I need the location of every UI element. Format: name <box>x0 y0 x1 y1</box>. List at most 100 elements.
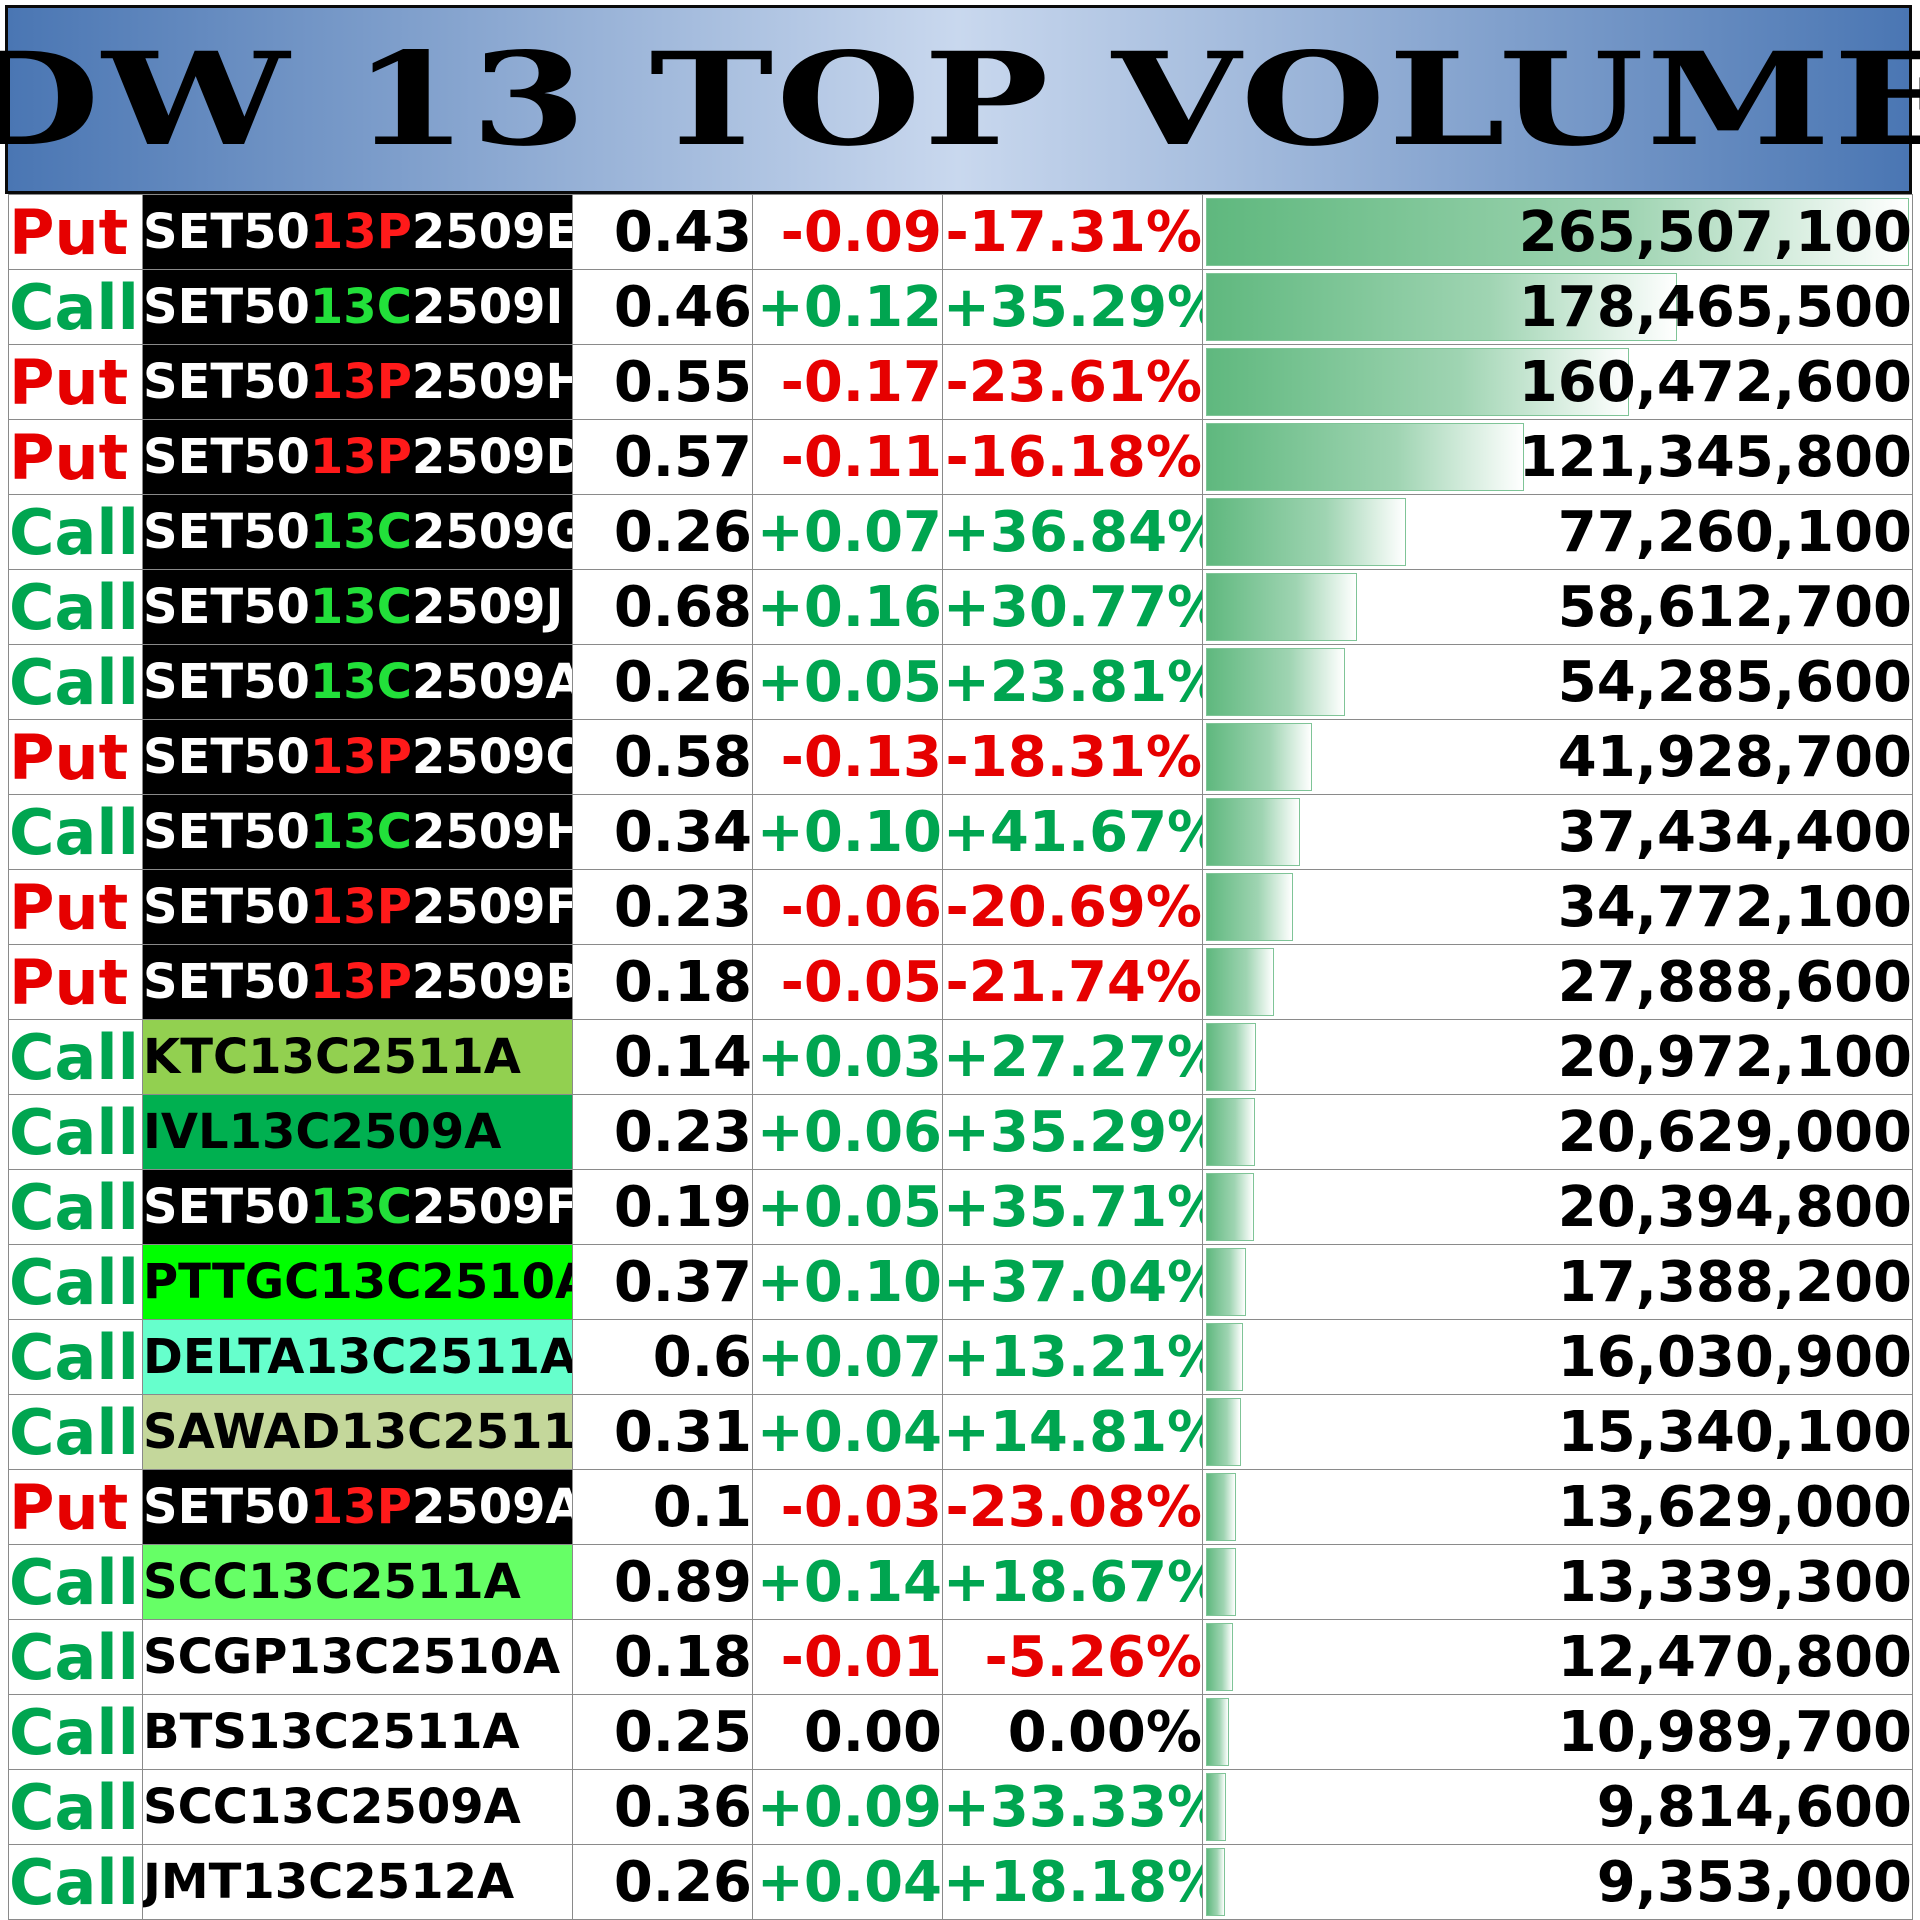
symbol-prefix: SET50 <box>143 1179 310 1235</box>
symbol-suffix: 2509J <box>411 579 564 635</box>
symbol-cell: SET5013P2509H <box>142 344 573 420</box>
symbol-cell: DELTA13C2511A <box>142 1319 573 1395</box>
volume-cell: 34,772,100 <box>1202 869 1913 945</box>
symbol-series: 13C <box>309 279 412 335</box>
symbol-cell: SCGP13C2510A <box>142 1619 573 1695</box>
symbol-series: 13P <box>309 954 412 1010</box>
table-row: Call BTS13C2511A 0.25 0.00 0.00% 10,989,700 <box>8 1694 1913 1770</box>
symbol-suffix: 2509C <box>411 729 573 785</box>
symbol-prefix: SET50 <box>143 279 310 335</box>
price-cell: 0.31 <box>572 1394 753 1470</box>
volume-cell: 77,260,100 <box>1202 494 1913 570</box>
symbol-cell: SET5013P2509C <box>142 719 573 795</box>
volume-cell: 16,030,900 <box>1202 1319 1913 1395</box>
price-cell: 0.58 <box>572 719 753 795</box>
volume-value: 9,814,600 <box>1596 1774 1912 1840</box>
volume-cell: 20,972,100 <box>1202 1019 1913 1095</box>
option-type-cell: Call <box>8 1019 143 1095</box>
change-cell: +0.04 <box>752 1394 943 1470</box>
percent-change-cell: -20.69% <box>942 869 1203 945</box>
symbol-prefix: BTS13C2511A <box>143 1704 520 1760</box>
volume-value: 160,472,600 <box>1518 349 1912 415</box>
option-type-cell: Call <box>8 1394 143 1470</box>
price-cell: 0.55 <box>572 344 753 420</box>
volume-value: 10,989,700 <box>1557 1699 1912 1765</box>
option-type-cell: Call <box>8 269 143 345</box>
percent-change-cell: +37.04% <box>942 1244 1203 1320</box>
price-cell: 0.26 <box>572 1844 753 1920</box>
symbol-suffix: 2509I <box>411 279 564 335</box>
change-cell: +0.05 <box>752 1169 943 1245</box>
volume-cell: 20,394,800 <box>1202 1169 1913 1245</box>
change-cell: +0.12 <box>752 269 943 345</box>
symbol-prefix: SCGP13C2510A <box>143 1629 561 1685</box>
change-cell: -0.17 <box>752 344 943 420</box>
symbol-prefix: DELTA13C2511A <box>143 1329 573 1385</box>
symbol-series: 13C <box>309 504 412 560</box>
symbol-prefix: JMT13C2512A <box>143 1854 515 1910</box>
price-cell: 0.18 <box>572 944 753 1020</box>
table-row: Call SET5013C2509H 0.34 +0.10 +41.67% 37,434,… <box>8 794 1913 870</box>
price-cell: 0.43 <box>572 194 753 270</box>
symbol-series: 13C <box>309 804 412 860</box>
symbol-cell: SAWAD13C2511A <box>142 1394 573 1470</box>
option-type-cell: Put <box>8 869 143 945</box>
volume-cell: 12,470,800 <box>1202 1619 1913 1695</box>
change-cell: +0.03 <box>752 1019 943 1095</box>
symbol-cell: BTS13C2511A <box>142 1694 573 1770</box>
table-row: Put SET5013P2509A 0.1 -0.03 -23.08% 13,629,00… <box>8 1469 1913 1545</box>
volume-data-bar <box>1206 573 1357 641</box>
volume-data-bar <box>1206 798 1300 866</box>
symbol-prefix: SET50 <box>143 654 310 710</box>
table-row: Call SCGP13C2510A 0.18 -0.01 -5.26% 12,470,80… <box>8 1619 1913 1695</box>
change-cell: +0.09 <box>752 1769 943 1845</box>
symbol-suffix: 2509F <box>411 1179 573 1235</box>
volume-data-bar <box>1206 948 1275 1016</box>
change-cell: +0.10 <box>752 1244 943 1320</box>
price-cell: 0.46 <box>572 269 753 345</box>
volume-value: 20,394,800 <box>1557 1174 1912 1240</box>
option-type-cell: Call <box>8 1319 143 1395</box>
price-cell: 0.26 <box>572 494 753 570</box>
volume-cell: 15,340,100 <box>1202 1394 1913 1470</box>
option-type-cell: Put <box>8 419 143 495</box>
option-type-cell: Put <box>8 944 143 1020</box>
symbol-cell: SET5013C2509A <box>142 644 573 720</box>
symbol-prefix: SET50 <box>143 954 310 1010</box>
symbol-series: 13P <box>309 1479 412 1535</box>
volume-value: 77,260,100 <box>1557 499 1912 565</box>
volume-cell: 160,472,600 <box>1202 344 1913 420</box>
volume-cell: 27,888,600 <box>1202 944 1913 1020</box>
volume-cell: 54,285,600 <box>1202 644 1913 720</box>
symbol-suffix: 2509A <box>411 654 573 710</box>
volume-value: 41,928,700 <box>1557 724 1912 790</box>
volume-cell: 10,989,700 <box>1202 1694 1913 1770</box>
symbol-cell: KTC13C2511A <box>142 1019 573 1095</box>
volume-cell: 37,434,400 <box>1202 794 1913 870</box>
symbol-prefix: SET50 <box>143 429 310 485</box>
change-cell: -0.03 <box>752 1469 943 1545</box>
option-type-cell: Put <box>8 194 143 270</box>
table-row: Put SET5013P2509D 0.57 -0.11 -16.18% 121,345,… <box>8 419 1913 495</box>
table-row: Put SET5013P2509E 0.43 -0.09 -17.31% 265,507,… <box>8 194 1913 270</box>
change-cell: +0.07 <box>752 494 943 570</box>
table-row: Call IVL13C2509A 0.23 +0.06 +35.29% 20,629,00… <box>8 1094 1913 1170</box>
volume-value: 12,470,800 <box>1557 1624 1912 1690</box>
symbol-prefix: SET50 <box>143 804 310 860</box>
symbol-series: 13P <box>309 429 412 485</box>
volume-data-bar <box>1206 1248 1247 1316</box>
price-cell: 0.89 <box>572 1544 753 1620</box>
percent-change-cell: -21.74% <box>942 944 1203 1020</box>
price-cell: 0.23 <box>572 1094 753 1170</box>
symbol-cell: SET5013C2509I <box>142 269 573 345</box>
percent-change-cell: +30.77% <box>942 569 1203 645</box>
volume-value: 16,030,900 <box>1557 1324 1912 1390</box>
table-row: Call DELTA13C2511A 0.6 +0.07 +13.21% 16,030,9… <box>8 1319 1913 1395</box>
volume-data-bar <box>1206 1023 1256 1091</box>
option-type-cell: Put <box>8 719 143 795</box>
symbol-prefix: SET50 <box>143 579 310 635</box>
option-type-cell: Call <box>8 1769 143 1845</box>
volume-data-bar <box>1206 348 1629 416</box>
symbol-cell: SET5013C2509G <box>142 494 573 570</box>
table-row: Call SET5013C2509A 0.26 +0.05 +23.81% 54,285,… <box>8 644 1913 720</box>
